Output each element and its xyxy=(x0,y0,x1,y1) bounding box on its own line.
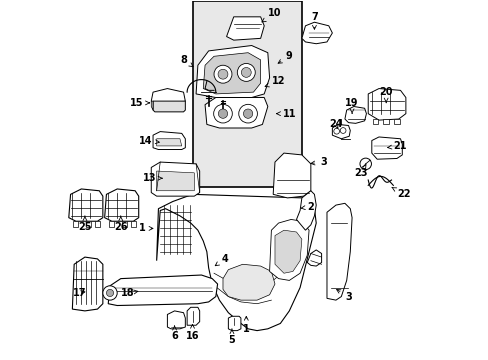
Text: 25: 25 xyxy=(78,216,91,231)
Polygon shape xyxy=(72,257,102,311)
Polygon shape xyxy=(269,220,308,280)
Circle shape xyxy=(106,289,113,297)
Text: 5: 5 xyxy=(228,329,235,345)
Circle shape xyxy=(237,63,255,81)
Text: 11: 11 xyxy=(276,109,295,119)
Text: 22: 22 xyxy=(391,188,410,199)
Text: 9: 9 xyxy=(278,51,292,63)
Text: 7: 7 xyxy=(310,12,317,29)
Text: 17: 17 xyxy=(73,288,86,298)
Polygon shape xyxy=(204,98,267,128)
Text: 12: 12 xyxy=(264,76,285,87)
Polygon shape xyxy=(73,221,78,226)
Polygon shape xyxy=(367,89,405,120)
Polygon shape xyxy=(306,250,321,266)
Circle shape xyxy=(218,69,227,79)
Text: 19: 19 xyxy=(345,98,358,113)
Polygon shape xyxy=(156,194,316,330)
Text: 8: 8 xyxy=(180,55,193,67)
Circle shape xyxy=(213,104,232,123)
Circle shape xyxy=(214,65,231,83)
Circle shape xyxy=(333,129,339,134)
Text: 20: 20 xyxy=(379,87,392,103)
Polygon shape xyxy=(156,171,194,191)
Polygon shape xyxy=(344,107,366,123)
Polygon shape xyxy=(151,162,199,196)
Text: 21: 21 xyxy=(387,141,407,151)
Polygon shape xyxy=(326,203,351,300)
Circle shape xyxy=(238,104,257,123)
Polygon shape xyxy=(393,119,399,124)
Polygon shape xyxy=(167,311,185,329)
Polygon shape xyxy=(296,191,316,230)
Polygon shape xyxy=(69,189,102,221)
Polygon shape xyxy=(131,221,136,226)
Text: 6: 6 xyxy=(171,325,178,341)
Polygon shape xyxy=(151,101,153,110)
Polygon shape xyxy=(203,53,260,94)
Circle shape xyxy=(243,109,252,118)
Polygon shape xyxy=(108,275,217,306)
Text: 3: 3 xyxy=(336,289,351,302)
Polygon shape xyxy=(104,189,139,221)
Polygon shape xyxy=(228,316,241,330)
Text: 23: 23 xyxy=(354,165,367,178)
Polygon shape xyxy=(274,230,301,273)
Polygon shape xyxy=(332,125,349,139)
Circle shape xyxy=(218,109,227,118)
Text: 10: 10 xyxy=(262,8,281,22)
Text: 15: 15 xyxy=(130,98,149,108)
Polygon shape xyxy=(153,101,185,112)
Text: 14: 14 xyxy=(139,136,159,145)
Polygon shape xyxy=(372,119,378,124)
Polygon shape xyxy=(86,221,91,226)
Text: 3: 3 xyxy=(310,157,326,167)
Polygon shape xyxy=(156,139,182,146)
Text: 16: 16 xyxy=(185,324,199,341)
Polygon shape xyxy=(383,119,388,124)
Circle shape xyxy=(340,128,346,134)
Polygon shape xyxy=(371,137,402,159)
Polygon shape xyxy=(187,307,199,325)
Text: 2: 2 xyxy=(301,202,314,212)
Circle shape xyxy=(241,67,251,77)
Text: 18: 18 xyxy=(121,288,138,298)
Text: 24: 24 xyxy=(328,120,342,129)
Polygon shape xyxy=(151,89,185,105)
Polygon shape xyxy=(122,221,126,226)
Polygon shape xyxy=(223,264,274,300)
Polygon shape xyxy=(95,221,100,226)
Polygon shape xyxy=(273,153,310,198)
Polygon shape xyxy=(153,132,185,149)
Polygon shape xyxy=(109,221,114,226)
Text: 4: 4 xyxy=(215,254,228,266)
Polygon shape xyxy=(226,17,264,40)
Polygon shape xyxy=(301,22,332,44)
Circle shape xyxy=(359,158,371,170)
Circle shape xyxy=(102,286,117,300)
Text: 1: 1 xyxy=(243,316,249,334)
Polygon shape xyxy=(196,45,269,98)
Text: 1: 1 xyxy=(139,224,153,233)
Bar xyxy=(192,1,301,187)
Text: 26: 26 xyxy=(114,216,127,231)
Text: 13: 13 xyxy=(142,173,162,183)
